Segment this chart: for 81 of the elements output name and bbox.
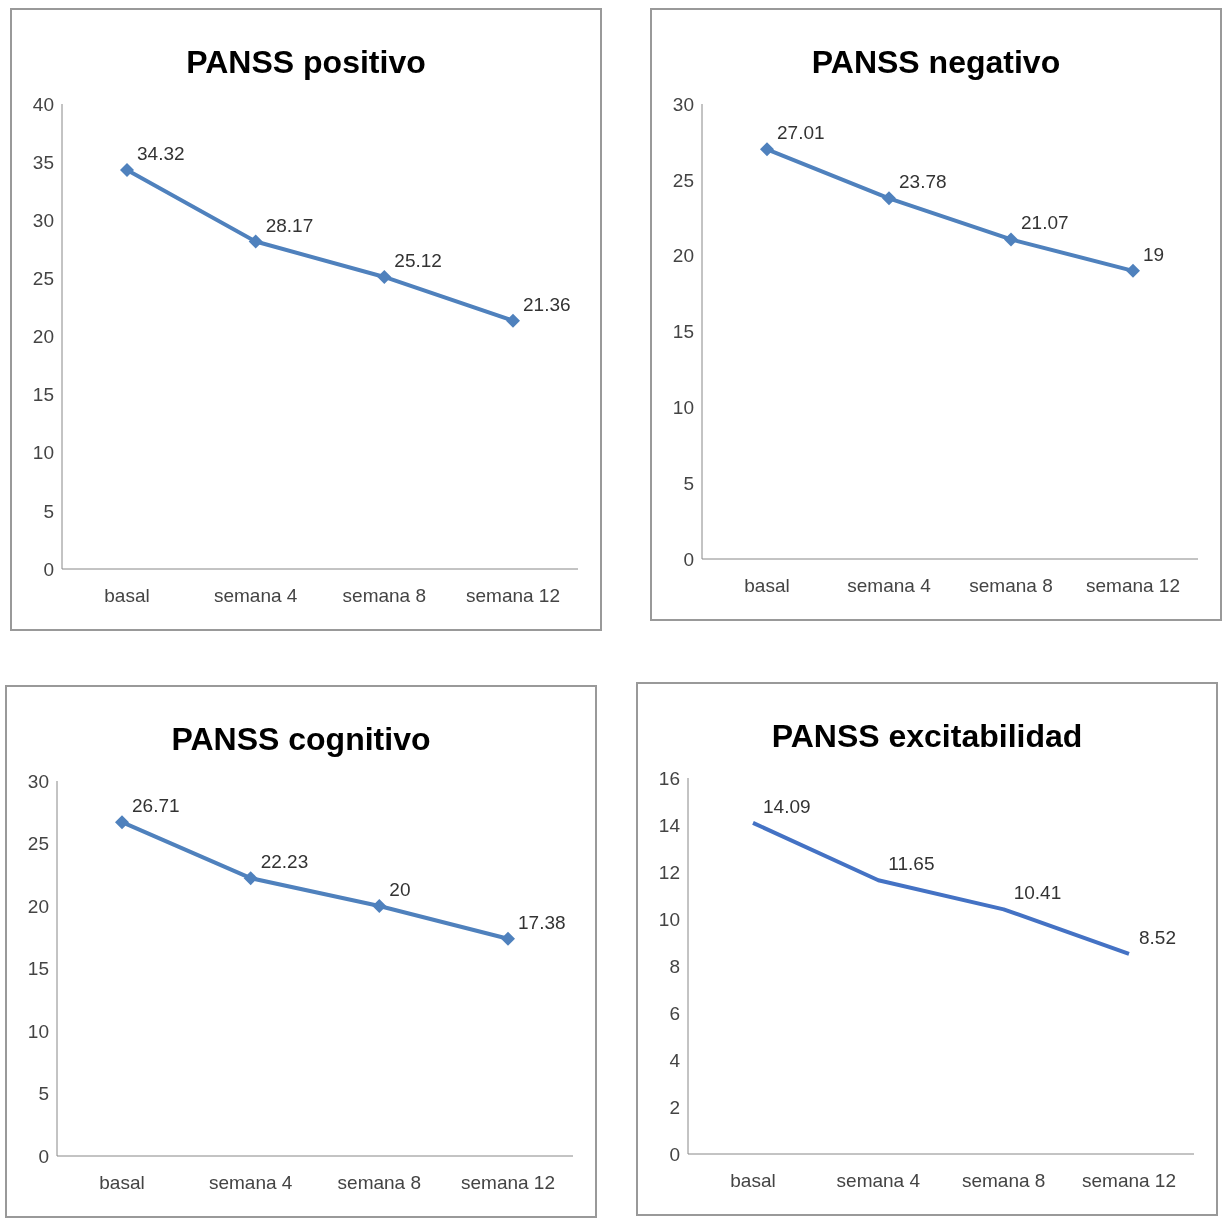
y-tick-label: 16: [658, 767, 680, 789]
x-tick-label: semana 8: [337, 1172, 422, 1194]
chart-title: PANSS cognitivo: [170, 721, 432, 759]
y-tick-label: 0: [669, 1143, 680, 1165]
data-label: 26.71: [132, 795, 180, 817]
y-tick-label: 6: [669, 1002, 680, 1024]
point: [760, 142, 774, 157]
data-label: 19: [1143, 243, 1165, 265]
point: [1004, 232, 1018, 247]
y-tick-label: 10: [32, 442, 54, 464]
x-tick-label: semana 8: [961, 1170, 1046, 1192]
y-tick-label: 0: [683, 548, 694, 570]
y-tick-label: 10: [27, 1020, 49, 1042]
y-tick-label: 4: [669, 1049, 681, 1071]
y-tick-label: 35: [32, 151, 54, 173]
point: [501, 931, 515, 946]
y-tick-label: 8: [669, 955, 680, 977]
chart-title: PANSS excitabilidad: [770, 718, 1084, 756]
data-label: 34.32: [137, 143, 185, 165]
y-tick-label: 2: [669, 1096, 680, 1118]
data-label: 20: [389, 879, 411, 900]
y-tick-label: 14: [658, 814, 681, 836]
data-label: 22.23: [260, 851, 309, 873]
x-tick-label: semana 12: [1081, 1170, 1177, 1192]
y-tick-label: 30: [32, 209, 54, 231]
x-tick-label: semana 8: [969, 575, 1053, 597]
x-tick-label: semana 8: [342, 585, 427, 607]
y-tick-label: 15: [32, 384, 54, 406]
point: [377, 269, 392, 284]
data-label: 27.01: [777, 122, 825, 144]
y-tick-label: 30: [27, 770, 49, 792]
y-tick-label: 10: [658, 908, 680, 930]
x-tick-label: semana 4: [208, 1172, 293, 1194]
x-tick-label: semana 4: [847, 575, 932, 597]
y-tick-label: 40: [32, 93, 54, 115]
x-tick-label: basal: [99, 1172, 145, 1194]
y-tick-label: 5: [683, 472, 694, 494]
x-tick-label: basal: [730, 1170, 776, 1192]
data-label: 21.07: [1021, 212, 1069, 234]
x-tick-label: basal: [744, 575, 790, 597]
data-label: 21.36: [523, 293, 571, 315]
point: [1126, 263, 1140, 278]
point: [506, 313, 520, 328]
x-tick-label: basal: [104, 585, 150, 607]
x-tick-label: semana 4: [836, 1170, 921, 1192]
x-tick-label: semana 4: [213, 585, 298, 607]
point: [120, 163, 134, 178]
x-tick-label: semana 12: [1085, 575, 1181, 597]
y-tick-label: 5: [38, 1083, 49, 1105]
data-label: 10.41: [1013, 882, 1062, 904]
data-label: 28.17: [265, 214, 314, 236]
point: [243, 871, 258, 886]
y-tick-label: 30: [672, 93, 694, 115]
point: [115, 815, 129, 830]
data-label: 8.52: [1139, 926, 1176, 948]
data-label: 23.78: [899, 171, 947, 193]
data-label: 11.65: [888, 853, 935, 875]
y-tick-label: 25: [27, 833, 49, 855]
y-tick-label: 15: [27, 958, 49, 980]
data-label: 17.38: [518, 911, 566, 933]
y-tick-label: 0: [38, 1145, 49, 1167]
x-tick-label: semana 12: [465, 585, 561, 607]
y-tick-label: 15: [672, 321, 694, 343]
y-tick-label: 25: [672, 169, 694, 191]
y-tick-label: 12: [658, 861, 680, 883]
y-tick-label: 5: [43, 500, 54, 522]
y-tick-label: 20: [32, 326, 54, 348]
point: [372, 899, 387, 913]
data-label: 25.12: [394, 249, 442, 271]
y-tick-label: 20: [27, 895, 49, 917]
x-tick-label: semana 12: [460, 1172, 556, 1194]
y-tick-label: 25: [32, 268, 54, 290]
point: [248, 234, 263, 249]
point: [882, 191, 896, 206]
data-label: 14.09: [763, 795, 811, 817]
chart-title: PANSS positivo: [185, 44, 427, 82]
y-tick-label: 10: [672, 397, 694, 419]
chart-title: PANSS negativo: [810, 44, 1062, 82]
line-series: [751, 820, 1131, 956]
y-tick-label: 0: [43, 558, 54, 580]
y-tick-label: 20: [672, 245, 694, 267]
